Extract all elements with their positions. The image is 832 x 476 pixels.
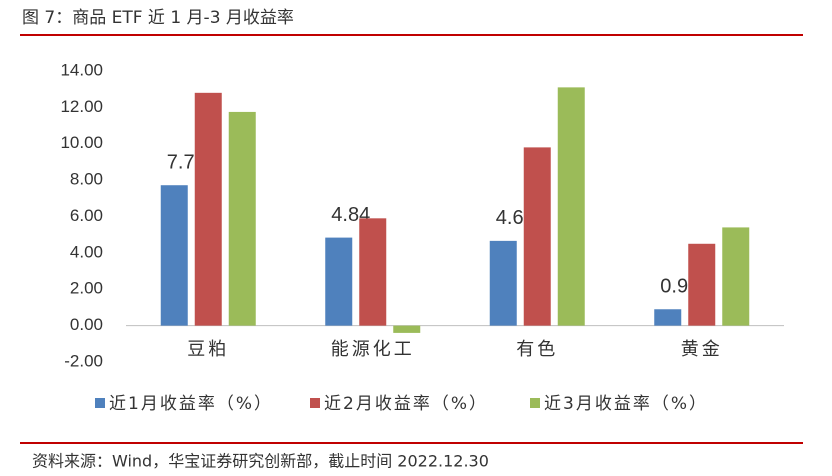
y-tick-label: 6.00 xyxy=(70,206,103,225)
bar xyxy=(654,309,682,326)
x-tick-label: 黄金 xyxy=(681,339,723,360)
bar xyxy=(489,240,517,326)
y-tick-label: 2.00 xyxy=(70,279,103,298)
x-tick-label: 豆粕 xyxy=(187,339,229,360)
chart-title: 图 7：商品 ETF 近 1 月-3 月收益率 xyxy=(22,8,294,28)
y-tick-label: 0.00 xyxy=(70,315,103,334)
bar xyxy=(688,243,716,326)
bar xyxy=(523,147,551,326)
legend-label: 近2月收益率（%） xyxy=(324,394,488,414)
bar xyxy=(160,185,188,326)
y-tick-label: 14.00 xyxy=(60,60,103,79)
bar xyxy=(393,325,421,333)
legend-swatch xyxy=(530,398,540,408)
legend-swatch xyxy=(310,398,320,408)
bar xyxy=(359,218,387,326)
y-tick-label: 10.00 xyxy=(60,133,103,152)
x-tick-label: 能源化工 xyxy=(331,339,415,360)
y-tick-label: 8.00 xyxy=(70,170,103,189)
y-tick-label: 12.00 xyxy=(60,97,103,116)
legend-swatch xyxy=(95,398,105,408)
source-note: 资料来源：Wind，华宝证券研究创新部，截止时间 2022.12.30 xyxy=(32,452,489,471)
bar xyxy=(325,237,353,326)
bar xyxy=(557,87,585,326)
legend-label: 近3月收益率（%） xyxy=(544,394,708,414)
bar xyxy=(228,111,256,326)
y-tick-label: -2.00 xyxy=(64,351,103,370)
x-tick-label: 有色 xyxy=(516,339,558,360)
bar xyxy=(194,92,222,326)
y-tick-label: 4.00 xyxy=(70,242,103,261)
legend-label: 近1月收益率（%） xyxy=(109,394,273,414)
bar xyxy=(722,227,750,326)
